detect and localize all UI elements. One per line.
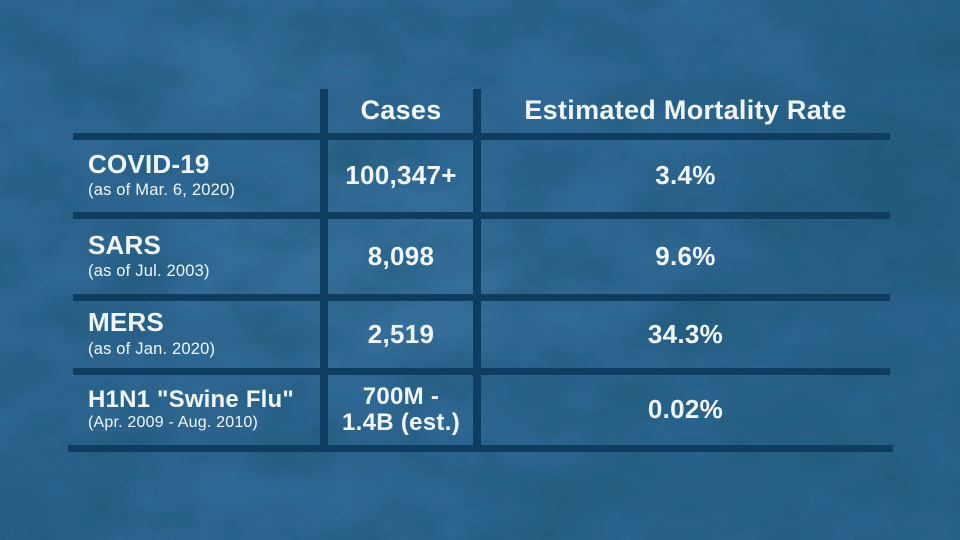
disease-period: (as of Jul. 2003): [88, 262, 210, 281]
disease-period: (Apr. 2009 - Aug. 2010): [88, 413, 259, 431]
disease-name: MERS: [88, 307, 164, 338]
table-row-sars-label: SARS (as of Jul. 2003): [88, 220, 320, 293]
cases-value: 100,347+: [345, 160, 457, 190]
column-divider-2: [473, 89, 481, 445]
mortality-value: 0.02%: [647, 394, 724, 424]
cases-value: 2,519: [367, 318, 435, 349]
table-row-mers-label: MERS (as of Jan. 2020): [88, 301, 320, 367]
disease-period: (as of Mar. 6, 2020): [88, 181, 236, 200]
disease-period: (as of Jan. 2020): [88, 339, 216, 358]
cases-value: 8,098: [367, 241, 435, 271]
row-separator-1: [73, 212, 890, 219]
disease-name: H1N1 "Swine Flu": [88, 386, 294, 414]
mortality-value: 3.4%: [655, 160, 716, 190]
row-separator-2: [73, 294, 890, 301]
row-separator-header: [73, 133, 890, 140]
column-header-cases: Cases: [360, 95, 442, 125]
column-header-mortality: Estimated Mortality Rate: [524, 95, 847, 125]
disease-name: SARS: [88, 229, 162, 260]
table-row-h1n1-label: H1N1 "Swine Flu" (Apr. 2009 - Aug. 2010): [88, 375, 328, 444]
mortality-value: 9.6%: [655, 241, 716, 271]
row-separator-3: [73, 368, 890, 375]
table-bottom-rule: [68, 445, 893, 452]
mortality-value: 34.3%: [647, 318, 724, 349]
table-row-covid19-label: COVID-19 (as of Mar. 6, 2020): [88, 140, 320, 211]
disease-name: COVID-19: [88, 148, 210, 179]
cases-value: 700M - 1.4B (est.): [341, 382, 460, 436]
column-divider-1: [320, 89, 328, 445]
